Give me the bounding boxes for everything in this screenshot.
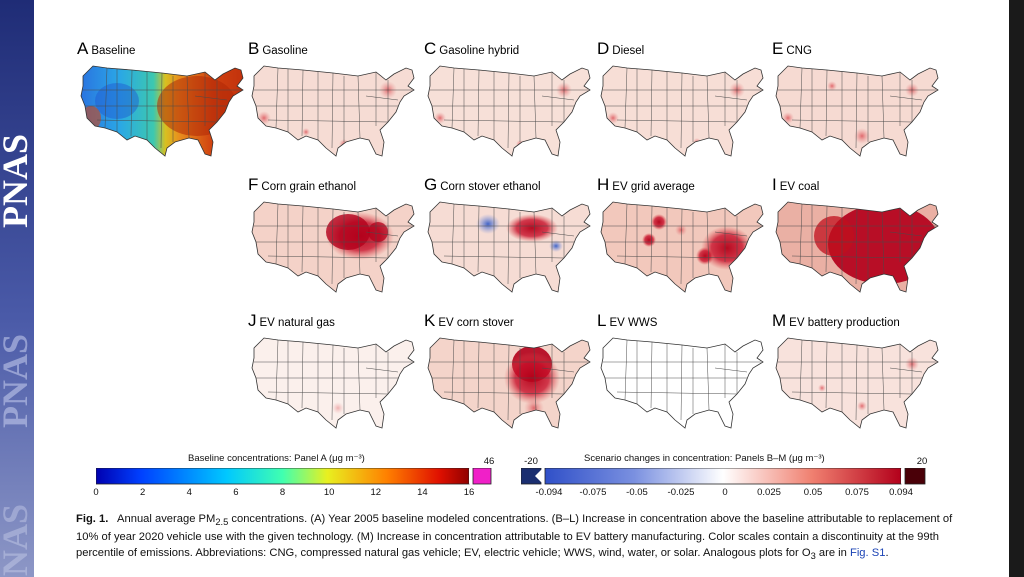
colorbar-b [521,468,926,485]
panel-j-ev-natural-gas: J EV natural gas [248,312,418,437]
colorbar-tick: 0 [93,487,99,498]
us-map [427,201,591,293]
us-map [600,65,764,157]
journal-watermark-3: PNAS [0,504,34,577]
us-map [775,201,939,293]
us-map [427,65,591,157]
journal-watermark-2: PNAS [0,334,34,428]
panel-m-ev-battery-production: M EV battery production [772,312,942,437]
colorbar-tick: 6 [233,487,239,498]
colorbar-tick: -0.075 [579,487,607,498]
svg-text:PNAS: PNAS [0,504,34,577]
colorbar-tick: 0.05 [803,487,823,498]
figure-caption: Fig. 1. Annual average PM2.5 concentrati… [76,513,953,561]
panel-c-gasoline-hybrid: C Gasoline hybrid [424,40,594,165]
colorbar-a [96,468,492,485]
colorbar-tick: 0.094 [889,487,913,498]
colorbar-tick: -0.025 [667,487,695,498]
panel-k-ev-corn-stover: K EV corn stover [424,312,594,437]
colorbar-a-extreme: 46 [483,456,495,467]
svg-text:PNAS: PNAS [0,334,34,428]
journal-sidebar: PNAS PNAS PNAS [0,0,34,577]
panel-i-ev-coal: I EV coal [772,176,942,301]
panel-b-gasoline: B Gasoline [248,40,418,165]
colorbar-tick: 2 [139,487,146,498]
caption-fig-label: Fig. 1. [76,513,109,525]
colorbar-tick: 12 [370,487,382,498]
colorbar-tick: 10 [323,487,335,498]
colorbar-tick: 0 [722,487,728,498]
us-map [600,201,764,293]
us-map [251,201,415,293]
panel-d-diesel: D Diesel [597,40,767,165]
colorbar-tick: 4 [186,487,192,498]
colorbar-tick: -0.094 [535,487,563,498]
us-map [427,337,591,429]
panel-e-cng: E CNG [772,40,942,165]
us-map [251,65,415,157]
us-map [80,65,244,157]
colorbar-tick: 16 [463,487,475,498]
colorbar-b-title: Scenario changes in concentration: Panel… [584,453,825,464]
colorbar-b-extreme-low: -20 [524,456,538,467]
us-map [775,65,939,157]
panel-g-corn-stover-ethanol: G Corn stover ethanol [424,176,594,301]
window-edge [1009,0,1024,577]
svg-text:PNAS: PNAS [0,134,34,228]
us-map [251,337,415,429]
colorbar-tick: 0.025 [757,487,781,498]
panel-h-ev-grid-average: H EV grid average [597,176,767,301]
colorbar-tick: -0.05 [626,487,648,498]
colorbar-a-title: Baseline concentrations: Panel A (μg m⁻³… [188,453,365,464]
panel-a-baseline: A Baseline [77,40,247,165]
colorbar-tick: 0.075 [845,487,869,498]
colorbar-tick: 14 [417,487,428,498]
us-map [775,337,939,429]
journal-watermark-1: PNAS [0,134,34,228]
panel-f-corn-grain-ethanol: F Corn grain ethanol [248,176,418,301]
panel-l-ev-wws: L EV WWS [597,312,767,437]
us-map [600,337,764,429]
fig-s1-link[interactable]: Fig. S1 [849,546,886,559]
colorbar-b-extreme-high: 20 [916,456,928,467]
colorbar-tick: 8 [279,487,286,498]
